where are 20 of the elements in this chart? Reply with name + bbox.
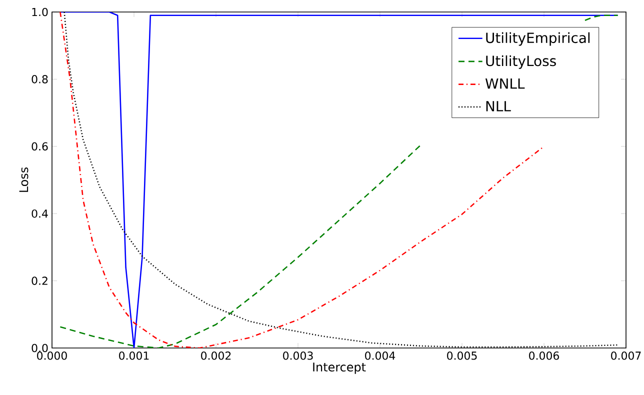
x-tick-label: 0.001: [119, 352, 149, 360]
y-tick-label: 0.0: [32, 344, 48, 352]
y-tick-label: 0.4: [32, 209, 48, 218]
x-tick-label: 0.006: [529, 352, 559, 360]
x-tick-label: 0.004: [365, 352, 396, 360]
legend-label: NLL: [486, 101, 511, 112]
y-tick-label: 1.0: [32, 8, 48, 16]
y-tick-label: 0.6: [32, 142, 48, 151]
y-tick-label: 0.8: [32, 75, 48, 84]
legend-label: UtilityLoss: [486, 55, 556, 69]
x-axis-title: Intercept: [313, 362, 366, 374]
x-tick-label: 0.005: [447, 352, 477, 360]
x-tick-label: 0.000: [37, 352, 67, 360]
x-tick-label: 0.003: [283, 352, 313, 360]
legend-label: UtilityEmpirical: [486, 32, 590, 46]
x-tick-label: 0.007: [611, 352, 641, 360]
legend-label: WNLL: [485, 78, 525, 89]
y-tick-label: 0.2: [32, 276, 48, 285]
x-tick-label: 0.002: [201, 352, 231, 360]
y-axis-title: Loss: [19, 167, 28, 192]
